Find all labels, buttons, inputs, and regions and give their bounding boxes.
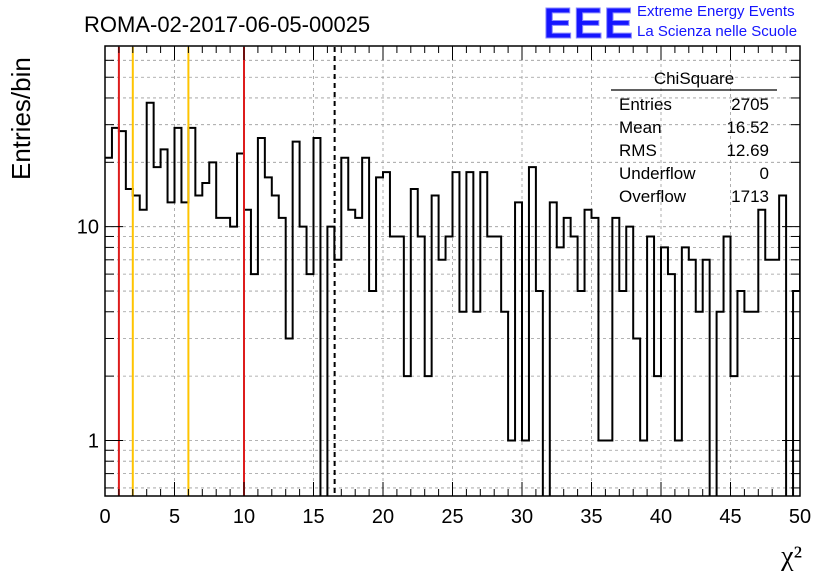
- stats-label-entries: Entries: [619, 95, 672, 114]
- axis-ticks: [104, 45, 801, 496]
- stats-label-underflow: Underflow: [619, 164, 696, 183]
- reference-lines: [117, 47, 336, 496]
- stats-label-mean: Mean: [619, 118, 662, 137]
- x-tick-label: 30: [511, 506, 533, 528]
- logo-caption-1: Extreme Energy Events: [637, 3, 795, 20]
- x-tick-label: 45: [719, 506, 741, 528]
- histogram-series: [105, 101, 800, 496]
- x-tick-label: 50: [789, 506, 811, 528]
- eee-logo: EEE: [543, 2, 633, 42]
- stats-value-entries: 2705: [731, 95, 769, 114]
- y-axis-title: Entries/bin: [6, 57, 36, 180]
- x-axis-title: χ²: [780, 541, 802, 572]
- y-tick-labels: 1 10: [77, 217, 99, 453]
- stats-label-overflow: Overflow: [619, 187, 687, 206]
- y-tick-label: 1: [88, 430, 99, 452]
- stats-value-overflow: 1713: [731, 187, 769, 206]
- x-tick-label: 40: [650, 506, 672, 528]
- stats-label-rms: RMS: [619, 141, 657, 160]
- x-tick-label: 0: [99, 506, 110, 528]
- stats-value-mean: 16.52: [726, 118, 769, 137]
- logo-text: EEE: [543, 2, 633, 42]
- histogram-line: [105, 101, 800, 496]
- x-tick-labels: 0 5 10 15 20 25 30 35 40 45 50: [99, 506, 811, 528]
- y-tick-label: 10: [77, 217, 99, 239]
- stats-title: ChiSquare: [654, 69, 734, 88]
- stats-box: ChiSquare Entries 2705 Mean 16.52 RMS 12…: [611, 69, 777, 206]
- x-tick-label: 35: [580, 506, 602, 528]
- x-tick-label: 10: [233, 506, 255, 528]
- logo-caption-2: La Scienza nelle Scuole: [637, 23, 798, 40]
- chart-title: ROMA-02-2017-06-05-00025: [84, 12, 371, 37]
- x-tick-label: 5: [169, 506, 180, 528]
- x-tick-label: 15: [302, 506, 324, 528]
- stats-value-underflow: 0: [760, 164, 769, 183]
- stats-value-rms: 12.69: [726, 141, 769, 160]
- x-tick-label: 25: [441, 506, 463, 528]
- x-tick-label: 20: [372, 506, 394, 528]
